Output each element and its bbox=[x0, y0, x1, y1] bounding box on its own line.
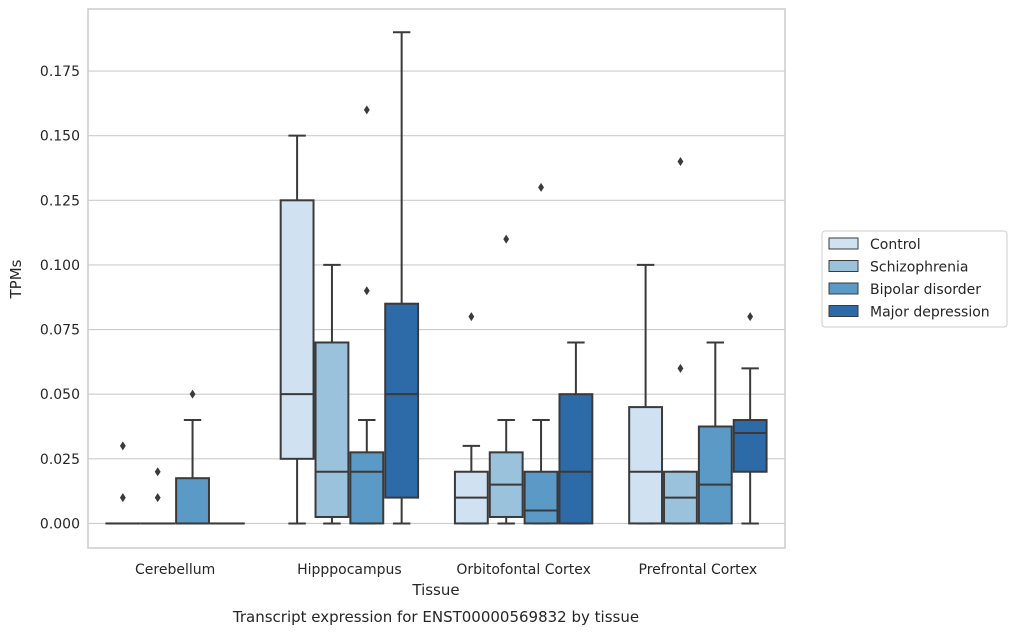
box-major-depression bbox=[384, 31, 420, 525]
box-control bbox=[628, 263, 664, 525]
legend-swatch bbox=[828, 260, 859, 272]
legend-swatch bbox=[828, 237, 859, 250]
box-schizophrenia bbox=[314, 263, 350, 525]
box-iqr bbox=[732, 419, 768, 473]
legend-swatch bbox=[828, 305, 859, 317]
chart-caption: Transcript expression for ENST0000056983… bbox=[232, 608, 639, 626]
outlier-point bbox=[119, 441, 126, 451]
box-control bbox=[453, 312, 489, 525]
legend-label: Schizophrenia bbox=[870, 260, 968, 276]
outlier-point bbox=[468, 312, 475, 322]
box-control bbox=[105, 441, 141, 525]
outlier-point bbox=[677, 363, 684, 373]
outlier-point bbox=[189, 389, 196, 399]
box-bipolar-disorder bbox=[697, 341, 733, 525]
plot-frame bbox=[87, 8, 786, 549]
legend-label: Major depression bbox=[870, 305, 990, 321]
box-iqr bbox=[175, 477, 210, 525]
y-tick-label: 0.025 bbox=[40, 452, 80, 468]
legend-label: Bipolar disorder bbox=[870, 282, 981, 298]
outlier-point bbox=[503, 234, 510, 244]
box-iqr bbox=[628, 406, 664, 525]
plot-area bbox=[105, 31, 768, 525]
x-tick-label: Orbitofontal Cortex bbox=[456, 562, 591, 578]
y-tick-label: 0.050 bbox=[40, 387, 80, 403]
outlier-point bbox=[677, 157, 684, 167]
box-iqr bbox=[314, 341, 350, 518]
x-axis-label: Tissue bbox=[411, 581, 459, 599]
outlier-point bbox=[747, 312, 754, 322]
y-axis-ticks: 0.000 0.025 0.050 0.075 0.100 0.125 0.150 0.175 bbox=[40, 64, 80, 532]
y-axis-label: TPMs bbox=[7, 259, 25, 299]
legend: Control Schizophrenia Bipolar disorder Majo… bbox=[821, 230, 1008, 328]
outlier-point bbox=[154, 467, 161, 477]
outlier-point bbox=[538, 182, 544, 192]
box-major-depression bbox=[732, 312, 768, 525]
box-iqr bbox=[349, 451, 385, 525]
y-tick-label: 0.150 bbox=[40, 129, 80, 145]
y-tick-label: 0.075 bbox=[40, 323, 80, 339]
x-axis-ticks: Cerebellum Hipppocampus Orbitofontal Corte… bbox=[135, 562, 757, 578]
box-iqr bbox=[279, 199, 315, 460]
outlier-point bbox=[363, 105, 370, 115]
legend-frame bbox=[821, 230, 1008, 328]
box-control bbox=[279, 134, 315, 525]
legend-label: Control bbox=[870, 237, 921, 253]
y-tick-label: 0.000 bbox=[40, 516, 80, 532]
box-iqr bbox=[523, 470, 559, 525]
box-major-depression bbox=[558, 341, 594, 525]
box-schizophrenia bbox=[488, 234, 524, 525]
y-tick-label: 0.175 bbox=[40, 64, 80, 80]
x-tick-label: Prefrontal Cortex bbox=[639, 562, 758, 578]
box-bipolar-disorder bbox=[523, 182, 559, 525]
outlier-point bbox=[154, 493, 161, 503]
legend-swatch bbox=[828, 282, 859, 295]
box-schizophrenia bbox=[140, 467, 176, 525]
box-bipolar-disorder bbox=[175, 389, 210, 525]
box-schizophrenia bbox=[663, 157, 698, 525]
box-iqr bbox=[384, 302, 420, 499]
x-tick-label: Hipppocampus bbox=[297, 562, 402, 578]
grid-lines bbox=[88, 70, 785, 525]
outlier-point bbox=[363, 286, 370, 296]
outlier-point bbox=[119, 493, 126, 503]
y-tick-label: 0.100 bbox=[40, 258, 80, 274]
box-iqr bbox=[697, 425, 733, 525]
x-tick-label: Cerebellum bbox=[135, 562, 215, 578]
box-bipolar-disorder bbox=[349, 105, 385, 525]
box-iqr bbox=[558, 393, 594, 525]
y-tick-label: 0.125 bbox=[40, 193, 80, 209]
